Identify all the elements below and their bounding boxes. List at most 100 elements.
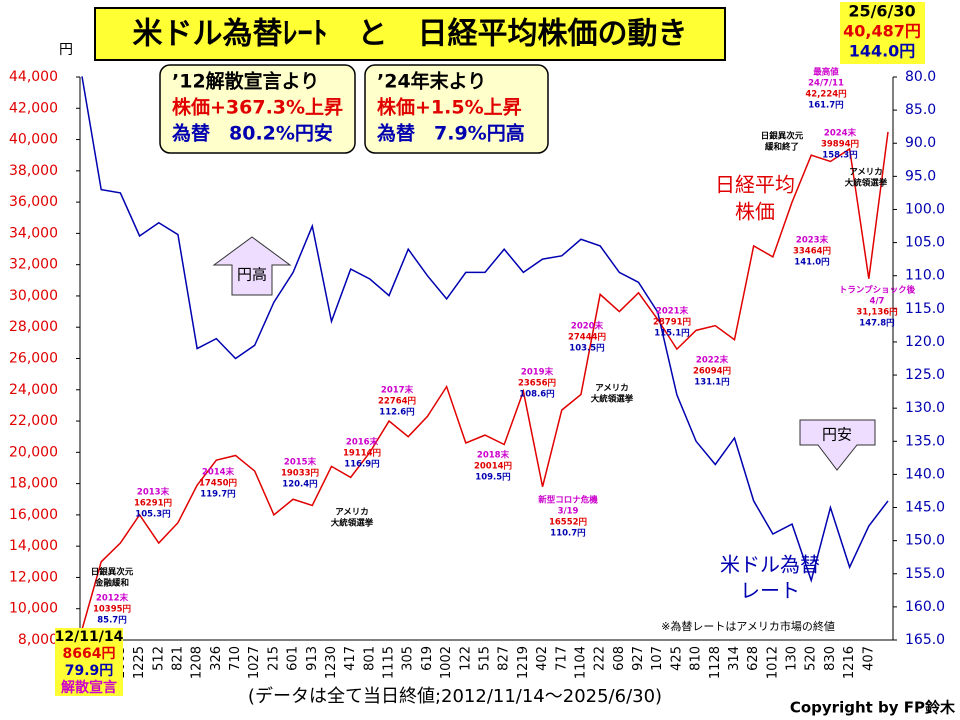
annotation: 2019末: [521, 367, 554, 378]
series-line: [81, 131, 889, 630]
annotation: 33464円: [793, 247, 831, 257]
y2-tick-label: 140.0: [905, 466, 945, 482]
y2-tick-label: 165.0: [905, 632, 945, 648]
series-line: [81, 76, 889, 583]
x-tick-label: 417: [343, 646, 358, 671]
annotation: 103.5円: [569, 344, 604, 354]
annotation: 115.1円: [654, 329, 689, 339]
annotation: 大統領選挙: [845, 178, 888, 189]
x-tick-label: 1230: [324, 646, 339, 679]
y2-tick-label: 100.0: [905, 201, 945, 217]
arrow-label: 円高: [237, 266, 267, 284]
annotation: 2023末: [796, 235, 829, 246]
box-text: 8664円: [63, 646, 116, 662]
x-tick-label: 1208: [190, 646, 205, 679]
annotation: 17450円: [199, 479, 237, 489]
x-tick-label: 810: [689, 646, 704, 671]
box-text: 為替 80.2%円安: [172, 122, 333, 145]
annotation: 31,136円: [856, 308, 897, 318]
box-text: ’24年末より: [377, 70, 486, 93]
chart-title: 米ドル為替ﾚｰﾄ と 日経平均株価の動き: [133, 17, 688, 52]
y-tick-label: 22,000: [9, 413, 58, 429]
arrow-down: [799, 419, 876, 471]
annotation: 3/19: [558, 507, 579, 517]
title-box: [94, 7, 726, 61]
x-tick-label: 628: [746, 646, 761, 671]
y-tick-label: 12,000: [9, 569, 58, 585]
y-tick-label: 40,000: [9, 132, 58, 148]
x-tick-label: 827: [497, 646, 512, 671]
x-tick-label: 830: [823, 646, 838, 671]
x-tick-label: 107: [650, 646, 665, 671]
note: ※為替レートはアメリカ市場の終値: [661, 619, 835, 633]
y2-tick-label: 125.0: [905, 367, 945, 383]
annotation: 28791円: [653, 318, 691, 328]
annotation: 161.7円: [808, 101, 843, 111]
annotation: 2014末: [202, 467, 235, 478]
box-text: 79.9円: [65, 663, 114, 679]
annotation: 2020末: [571, 321, 604, 332]
box-text: 為替 7.9%円高: [377, 122, 525, 145]
arrow-label: 円安: [822, 426, 852, 444]
x-tick-label: 1104: [573, 646, 588, 679]
annotation: 2015末: [284, 457, 317, 468]
annotation: 2021末: [656, 306, 689, 317]
annotation: アメリカ: [595, 384, 629, 394]
x-tick-label: 717: [554, 646, 569, 671]
series-label: 株価: [735, 200, 775, 224]
y2-tick-label: 85.0: [905, 102, 936, 118]
annotation: 2024末: [824, 128, 857, 139]
x-tick-label: 222: [593, 646, 608, 671]
x-tick-label: 927: [631, 646, 646, 671]
annotation: 105.3円: [135, 510, 170, 520]
y-tick-label: 24,000: [9, 382, 58, 398]
y-tick-label: 28,000: [9, 319, 58, 335]
series-label: 米ドル為替: [720, 553, 820, 577]
annotation: 19114円: [343, 449, 381, 459]
x-tick-label: 1219: [516, 646, 531, 679]
annotation: 119.7円: [200, 490, 235, 500]
annotation: 大統領選挙: [331, 518, 374, 529]
annotation: 26094円: [693, 367, 731, 377]
annotation: 110.7円: [550, 529, 585, 539]
annotation: 大統領選挙: [591, 394, 634, 405]
box-text: 144.0円: [849, 42, 916, 61]
annotation: 2022末: [696, 355, 729, 366]
y2-tick-label: 145.0: [905, 500, 945, 516]
annotation: 2017末: [381, 385, 414, 396]
annotation: 85.7円: [97, 616, 126, 626]
x-tick-label: 1115: [382, 646, 397, 679]
y-tick-label: 14,000: [9, 538, 58, 554]
box-text: 株価+1.5%上昇: [377, 96, 522, 119]
y-tick-label: 16,000: [9, 507, 58, 523]
annotation: 4/7: [870, 297, 885, 307]
y-tick-label: 34,000: [9, 225, 58, 241]
x-tick-label: 130: [785, 646, 800, 671]
x-tick-label: 801: [362, 646, 377, 671]
annotation: 20014円: [474, 462, 512, 472]
start-box: [55, 628, 123, 696]
annotation: 16552円: [549, 518, 587, 528]
y2-tick-label: 115.0: [905, 301, 945, 317]
x-tick-label: 608: [612, 646, 627, 671]
y2-tick-label: 155.0: [905, 566, 945, 582]
x-tick-label: 314: [727, 646, 742, 671]
y2-tick-label: 120.0: [905, 334, 945, 350]
left-unit: 円: [59, 42, 73, 58]
series-label: レート: [740, 579, 800, 603]
annotation: 24/7/11: [808, 79, 844, 89]
annotation: 131.1円: [694, 378, 729, 388]
x-tick-label: 1128: [708, 646, 723, 679]
series-label: 日経平均: [715, 173, 795, 197]
x-tick-label: 601: [286, 646, 301, 671]
y-tick-label: 44,000: [9, 69, 58, 85]
y-tick-label: 8,000: [18, 632, 58, 648]
annotation: 147.8円: [859, 319, 894, 329]
annotation: 109.5円: [475, 473, 510, 483]
x-tick-label: 407: [861, 646, 876, 671]
annotation: アメリカ: [849, 168, 883, 178]
x-tick-label: 515: [478, 646, 493, 671]
x-tick-label: 122: [458, 646, 473, 671]
y2-tick-label: 95.0: [905, 168, 936, 184]
annotation: 108.6円: [519, 390, 554, 400]
